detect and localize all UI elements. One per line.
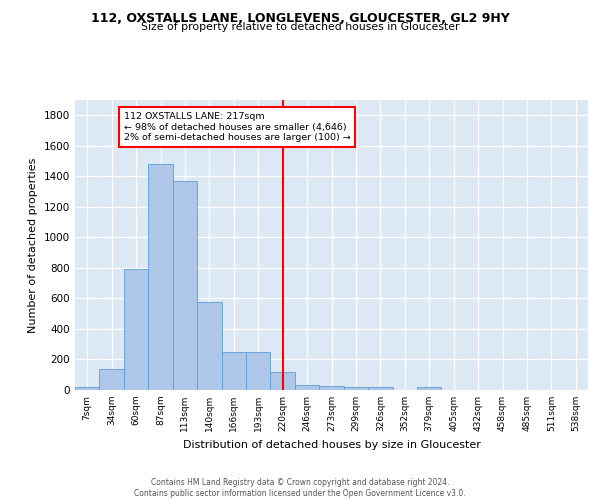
Bar — [319, 386, 344, 390]
Bar — [271, 372, 295, 390]
Bar — [100, 370, 124, 390]
Text: Size of property relative to detached houses in Gloucester: Size of property relative to detached ho… — [141, 22, 459, 32]
Bar — [173, 181, 197, 390]
Bar — [344, 388, 368, 390]
Bar — [75, 387, 100, 390]
Bar — [246, 352, 271, 390]
Bar — [295, 384, 319, 390]
Text: Contains HM Land Registry data © Crown copyright and database right 2024.
Contai: Contains HM Land Registry data © Crown c… — [134, 478, 466, 498]
Y-axis label: Number of detached properties: Number of detached properties — [28, 158, 38, 332]
Bar — [221, 352, 246, 390]
Bar — [124, 268, 148, 390]
X-axis label: Distribution of detached houses by size in Gloucester: Distribution of detached houses by size … — [182, 440, 481, 450]
Bar — [197, 302, 221, 390]
Bar — [368, 388, 392, 390]
Text: 112, OXSTALLS LANE, LONGLEVENS, GLOUCESTER, GL2 9HY: 112, OXSTALLS LANE, LONGLEVENS, GLOUCEST… — [91, 12, 509, 26]
Bar — [148, 164, 173, 390]
Text: 112 OXSTALLS LANE: 217sqm
← 98% of detached houses are smaller (4,646)
2% of sem: 112 OXSTALLS LANE: 217sqm ← 98% of detac… — [124, 112, 350, 142]
Bar — [417, 387, 442, 390]
